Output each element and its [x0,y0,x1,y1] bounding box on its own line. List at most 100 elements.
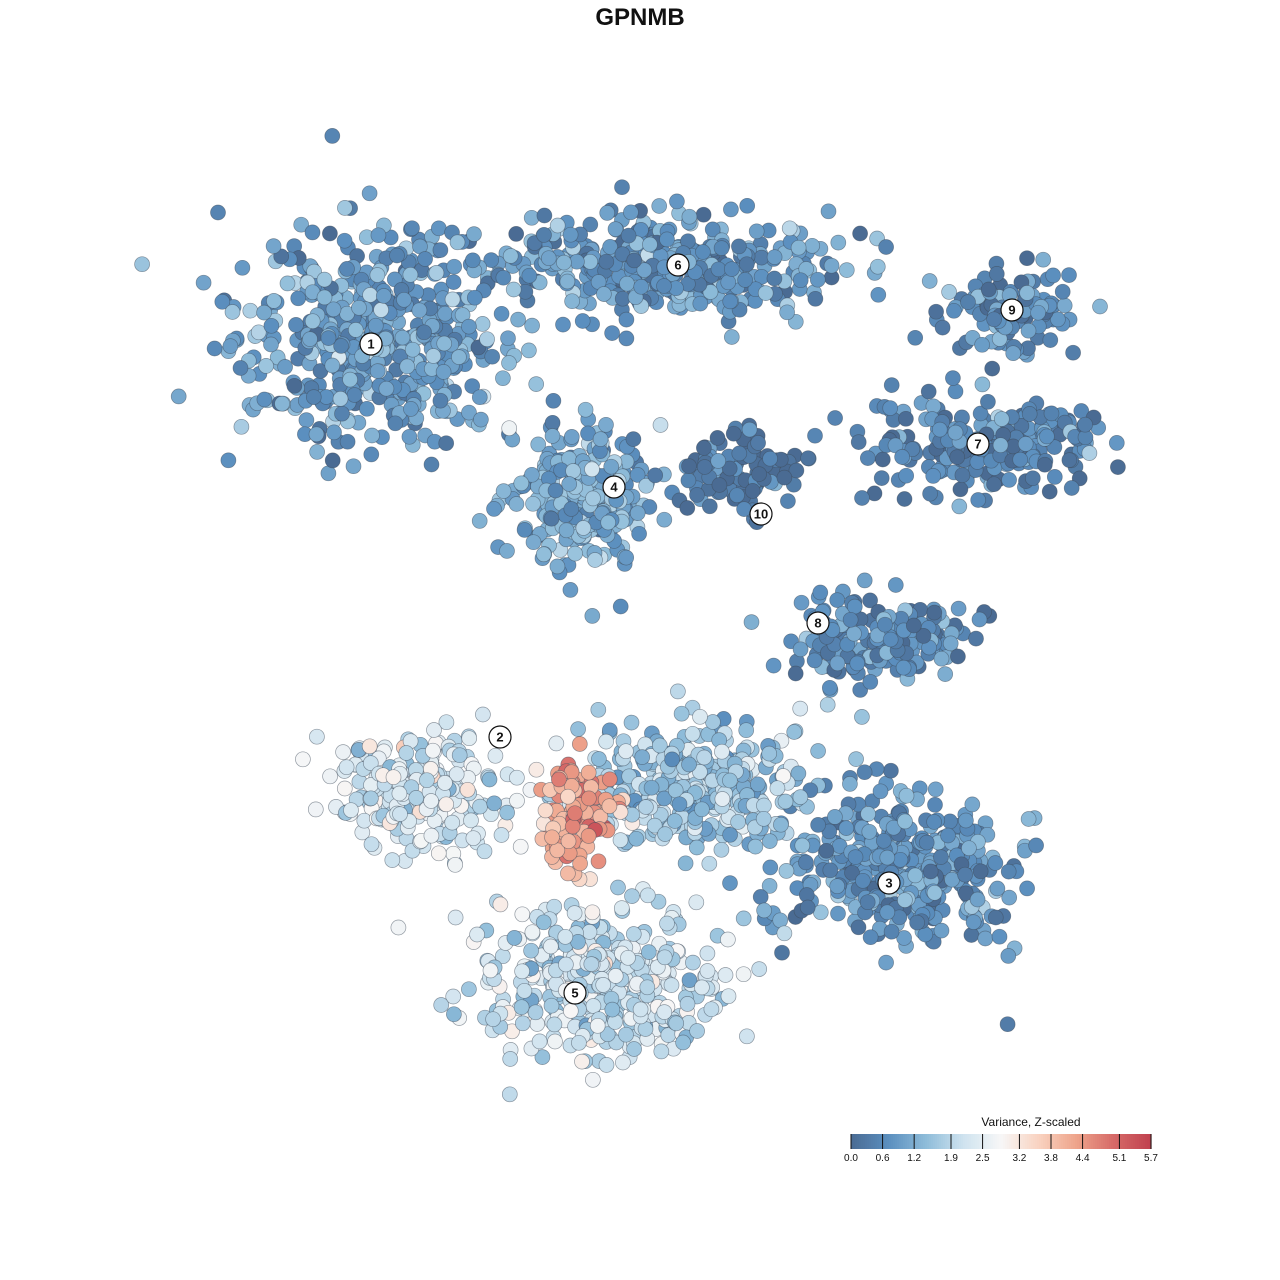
cell-point [389,247,405,264]
cell-point [465,830,482,847]
cell-point [523,942,539,959]
cell-point [581,924,598,940]
cell-point [474,316,491,332]
cell-point [810,743,826,759]
legend-bar-segment [1035,1134,1038,1149]
cell-point [565,463,581,479]
cell-point [479,331,495,348]
cell-point [411,302,428,319]
cell-point [469,926,485,943]
cell-point [972,863,989,880]
cell-point [829,592,846,608]
cell-point [402,266,419,283]
cell-point [562,1003,579,1019]
cell-point [437,305,453,322]
cell-point [390,919,407,936]
cell-point [544,414,561,431]
cell-point [430,220,447,237]
cell-point [333,338,349,354]
cell-point [905,617,922,634]
cell-point [668,1015,685,1032]
cell-point [636,262,653,278]
cell-point [987,909,1004,926]
cell-point [403,401,419,417]
cell-point [778,863,795,879]
legend-bar-segment [1073,1134,1076,1149]
cell-point [957,866,973,883]
cell-point [723,261,740,277]
cell-point [664,751,680,768]
cell-point [942,635,959,652]
cell-point [1077,416,1093,433]
cell-point [514,963,530,980]
cell-point [1019,285,1035,301]
cell-point [883,923,900,940]
cell-point [220,452,237,469]
cell-point [258,358,274,374]
cell-point [946,302,962,319]
cell-point [298,412,315,428]
cell-point [316,271,333,288]
cell-point [1092,298,1108,315]
legend-bar-segment [895,1134,898,1149]
cell-point [396,291,412,308]
legend-bar-segment [1123,1134,1126,1149]
cell-point [543,997,560,1014]
cell-point [574,1053,590,1070]
legend-bar-segment [1117,1134,1120,1149]
cell-point [766,249,783,265]
cell-point [731,445,748,462]
legend-bar-segment [891,1134,894,1149]
cell-point [590,701,607,718]
cell-point [502,248,519,264]
cell-point [444,814,461,831]
legend-bar-segment [905,1134,908,1149]
cell-point [487,747,504,764]
legend-bar-segment [1085,1134,1088,1149]
cell-point [399,358,416,375]
cell-point [862,674,879,690]
cell-point [210,204,226,221]
cell-point [571,736,588,752]
legend-bar-segment [1087,1134,1090,1149]
cell-point [875,832,892,849]
cell-point [423,456,440,473]
legend-ticks: 0.0 0.6 1.2 1.9 2.5 3.2 3.8 4.4 5.1 5.7 [844,1134,1158,1164]
legend-bar-segment [943,1134,946,1149]
cell-point [558,522,575,539]
cell-point [361,738,378,755]
cell-point [638,799,654,815]
cell-point [907,867,924,884]
legend-bar-segment [1069,1134,1072,1149]
cell-point [883,762,899,779]
cell-point [416,324,432,341]
cell-point [874,451,891,468]
cell-point [548,735,565,752]
cell-point [256,304,272,321]
cell-point [909,914,925,931]
cell-point [537,802,554,819]
legend-bar-segment [935,1134,938,1149]
cell-point [928,303,944,320]
cell-point [681,756,697,773]
legend-bar-segment [1101,1134,1104,1149]
cell-point [965,914,982,930]
cell-point [673,705,690,722]
legend-bar-segment [1023,1134,1026,1149]
cell-point [640,944,657,960]
legend-tick-label: 5.7 [1144,1153,1158,1164]
cell-point [613,900,630,916]
cell-point [581,790,597,807]
cell-point [800,450,816,467]
cell-point [437,775,453,791]
cell-point [612,832,629,848]
cluster-label-text: 2 [496,730,503,745]
cell-point [337,200,353,216]
cell-point [464,378,481,394]
cell-point [598,253,615,270]
cell-point [336,780,353,797]
cell-point [765,657,782,674]
cell-point [792,641,809,658]
cell-point [1005,345,1022,362]
cell-point [584,461,600,478]
